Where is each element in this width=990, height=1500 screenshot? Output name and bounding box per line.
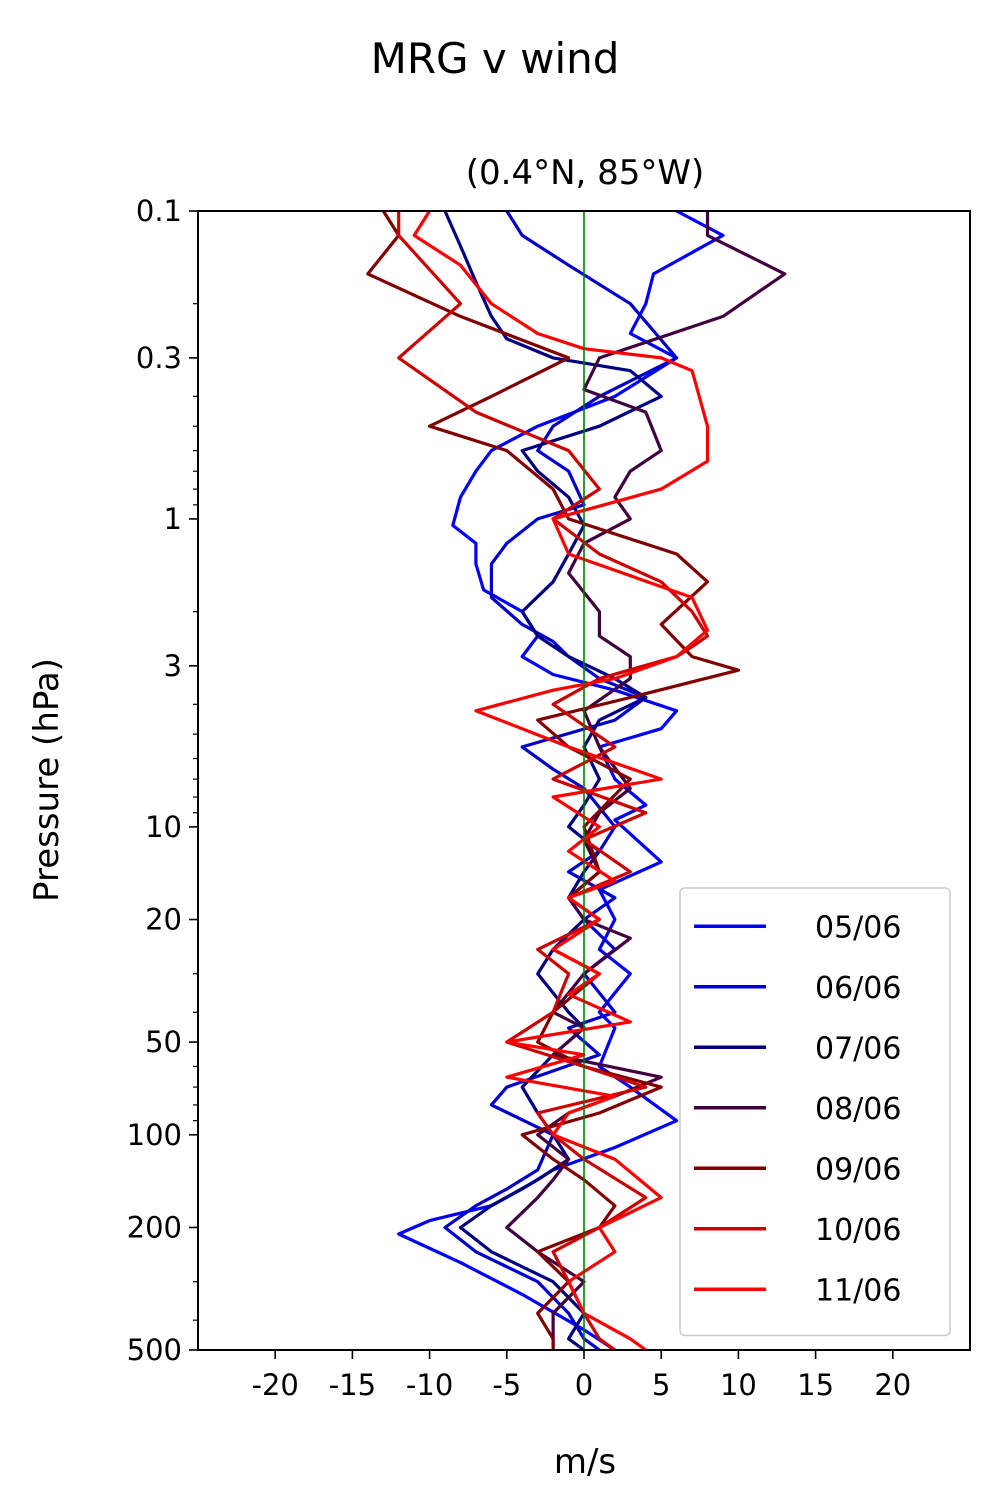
- y-axis-label: Pressure (hPa): [27, 658, 67, 902]
- chart-title: MRG v wind: [371, 34, 620, 83]
- y-tick-label: 200: [127, 1210, 182, 1244]
- x-tick-label: 15: [797, 1368, 834, 1402]
- legend: 05/06 06/06 07/06 08/06 09/06 10/06 11/06: [679, 887, 951, 1337]
- chart-subtitle: (0.4°N, 85°W): [466, 153, 705, 193]
- legend-label: 05/06: [815, 910, 901, 945]
- x-axis-ticks: -20 -15 -10 -5 0 5 10 15 20: [252, 1350, 911, 1402]
- x-tick-label: -15: [329, 1368, 376, 1402]
- y-axis-ticks: 0.1 0.3 1 3 10 20 50 100 200 500: [127, 194, 198, 1367]
- series-line-5: [366, 210, 740, 1350]
- x-axis-label: m/s: [554, 1442, 616, 1482]
- y-tick-label: 50: [145, 1025, 182, 1059]
- x-tick-label: 20: [874, 1368, 911, 1402]
- legend-label: 11/06: [815, 1273, 901, 1308]
- y-tick-label: 20: [145, 903, 182, 937]
- y-tick-label: 10: [145, 810, 182, 844]
- y-tick-label: 0.1: [136, 194, 182, 228]
- legend-box: [679, 887, 951, 1337]
- legend-label: 09/06: [815, 1152, 901, 1187]
- y-tick-label: 100: [127, 1118, 182, 1152]
- y-tick-label: 0.3: [136, 341, 182, 375]
- x-tick-label: -10: [406, 1368, 453, 1402]
- y-tick-label: 500: [127, 1333, 182, 1367]
- y-tick-label: 1: [164, 502, 182, 536]
- x-tick-label: 5: [652, 1368, 670, 1402]
- legend-label: 08/06: [815, 1092, 901, 1127]
- x-tick-label: -5: [492, 1368, 521, 1402]
- legend-label: 06/06: [815, 971, 901, 1006]
- x-tick-label: 10: [720, 1368, 757, 1402]
- legend-label: 10/06: [815, 1213, 901, 1248]
- x-tick-label: 0: [575, 1368, 593, 1402]
- x-tick-label: -20: [252, 1368, 299, 1402]
- y-tick-label: 3: [164, 649, 182, 683]
- legend-label: 07/06: [815, 1031, 901, 1066]
